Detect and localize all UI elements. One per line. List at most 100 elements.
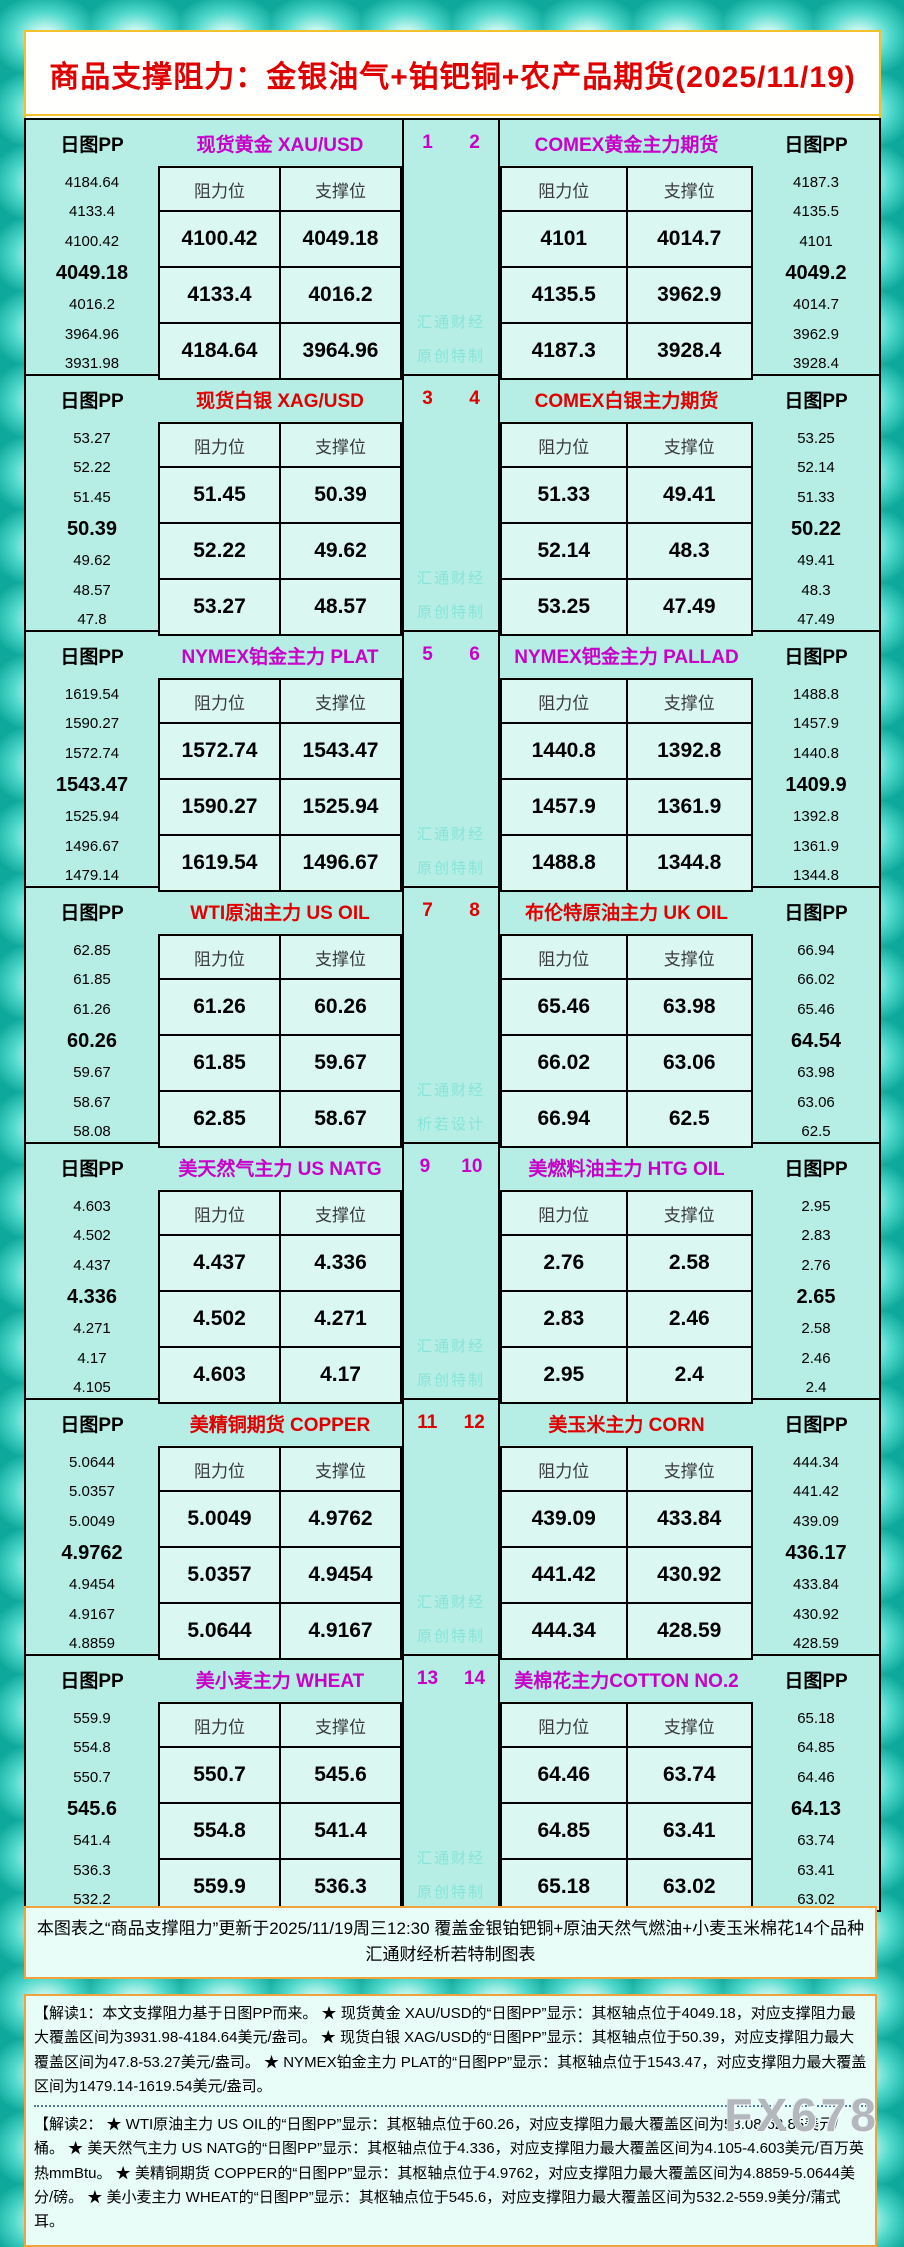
left-levels-table: 阻力位 支撑位 550.7 545.6 554.8 541.4 559.9 53… [158,1702,402,1916]
resistance-header: 阻力位 [158,1190,281,1236]
table-row: 4.437 4.336 [158,1234,402,1292]
pp-value: 58.08 [73,1122,111,1140]
resistance-header: 阻力位 [158,1702,281,1748]
right-levels-table-wrap: 阻力位 支撑位 2.76 2.58 2.83 2.46 2.95 2.4 [500,1190,753,1404]
pp-value: 4.8859 [69,1634,115,1652]
pp-value: 439.09 [793,1512,839,1530]
pp-value: 47.8 [77,610,107,628]
center-watermark-cell: 汇通财经 原创特制 [402,166,500,380]
resistance-value: 1457.9 [500,778,628,836]
pp-pivot-value: 4049.18 [55,261,129,284]
section-number: 9 [419,1156,431,1177]
pp-value: 428.59 [793,1634,839,1652]
table-row: 554.8 541.4 [158,1802,402,1860]
pp-pivot-value: 436.17 [785,1541,847,1564]
support-header: 支撑位 [279,1190,402,1236]
pp-value: 62.85 [73,942,111,960]
pp-value: 5.0357 [69,1483,115,1501]
right-instrument-name: NYMEX钯金主力 PALLAD [514,646,739,668]
table-row: 439.09 433.84 [500,1490,753,1548]
table-row: 64.46 63.74 [500,1746,753,1804]
resistance-value: 66.94 [500,1090,628,1148]
center-watermark-cell: 汇通财经 析若设计 [402,934,500,1148]
center-watermark-cell: 汇通财经 原创特制 [402,1190,500,1404]
resistance-value: 1619.54 [158,834,281,892]
pp-value: 63.74 [797,1832,835,1850]
pp-value: 63.41 [797,1861,835,1879]
support-value: 60.26 [279,978,402,1036]
commodity-section: 日图PP 美小麦主力 WHEAT 13 14 美棉花主力COTTON NO.2 … [26,1654,879,1916]
left-pp-ladder: 4.603 4.502 4.437 4.336 4.271 4.17 4.105 [26,1190,158,1404]
table-row: 1488.8 1344.8 [500,834,753,892]
pp-value: 66.02 [797,971,835,989]
left-levels-table-wrap: 阻力位 支撑位 51.45 50.39 52.22 49.62 53.27 48… [158,422,402,636]
resistance-value: 4.603 [158,1346,281,1404]
watermark-text: 汇通财经 [416,1850,485,1867]
commodity-section: 日图PP 美天然气主力 US NATG 9 10 美燃料油主力 HTG OIL … [26,1142,879,1404]
pp-value: 4.17 [77,1349,107,1367]
table-row: 61.85 59.67 [158,1034,402,1092]
footer-summary: 本图表之“商品支撑阻力”更新于2025/11/19周三12:30 覆盖金银铂钯铜… [24,1906,877,1979]
left-levels-table-wrap: 阻力位 支撑位 61.26 60.26 61.85 59.67 62.85 58… [158,934,402,1148]
resistance-header: 阻力位 [500,1190,628,1236]
support-value: 4049.18 [279,210,402,268]
resistance-header: 阻力位 [500,678,628,724]
support-value: 4.9454 [279,1546,402,1604]
left-levels-table-wrap: 阻力位 支撑位 1572.74 1543.47 1590.27 1525.94 … [158,678,402,892]
section-body: 53.27 52.22 51.45 50.39 49.62 48.57 47.8… [26,422,879,636]
pp-pivot-value: 50.22 [790,517,842,540]
pp-value: 53.27 [73,430,111,448]
section-number: 3 [422,388,433,409]
right-levels-table-wrap: 阻力位 支撑位 4101 4014.7 4135.5 3962.9 4187.3… [500,166,753,380]
daily-pp-label-right: 日图PP [784,1670,848,1692]
left-levels-table: 阻力位 支撑位 51.45 50.39 52.22 49.62 53.27 48… [158,422,402,636]
pp-value: 63.06 [797,1093,835,1111]
left-instrument-name: 现货白银 XAG/USD [196,390,364,412]
pp-value: 559.9 [73,1710,111,1728]
support-header: 支撑位 [279,678,402,724]
left-instrument-name: WTI原油主力 US OIL [190,902,370,924]
section-header: 日图PP 美小麦主力 WHEAT 13 14 美棉花主力COTTON NO.2 … [26,1656,879,1702]
support-value: 2.4 [625,1346,753,1404]
resistance-value: 2.76 [500,1234,628,1292]
watermark-text: 汇通财经 [416,570,485,587]
pp-value: 51.33 [797,488,835,506]
support-value: 428.59 [625,1602,753,1660]
left-levels-table: 阻力位 支撑位 61.26 60.26 61.85 59.67 62.85 58… [158,934,402,1148]
support-value: 4.17 [279,1346,402,1404]
support-value: 63.74 [625,1746,753,1804]
right-instrument-name: 美燃料油主力 HTG OIL [528,1158,725,1180]
resistance-value: 4135.5 [500,266,628,324]
resistance-value: 1488.8 [500,834,628,892]
table-row: 61.26 60.26 [158,978,402,1036]
section-number: 14 [463,1668,486,1689]
pp-value: 4187.3 [793,174,839,192]
left-levels-table: 阻力位 支撑位 4.437 4.336 4.502 4.271 4.603 4.… [158,1190,402,1404]
pp-value: 1361.9 [793,837,839,855]
resistance-value: 550.7 [158,1746,281,1804]
pp-pivot-value: 4049.2 [785,261,847,284]
right-levels-table: 阻力位 支撑位 65.46 63.98 66.02 63.06 66.94 62… [500,934,753,1148]
right-pp-ladder: 2.95 2.83 2.76 2.65 2.58 2.46 2.4 [753,1190,879,1404]
pp-pivot-value: 1543.47 [55,773,129,796]
support-value: 4.9167 [279,1602,402,1660]
pp-pivot-value: 2.65 [796,1285,836,1308]
pp-value: 550.7 [73,1768,111,1786]
support-header: 支撑位 [625,934,753,980]
support-value: 3962.9 [625,266,753,324]
resistance-header: 阻力位 [158,1446,281,1492]
section-number: 11 [417,1412,438,1433]
resistance-value: 4187.3 [500,322,628,380]
pp-value: 64.46 [797,1768,835,1786]
resistance-value: 66.02 [500,1034,628,1092]
table-row: 64.85 63.41 [500,1802,753,1860]
pp-value: 4.105 [73,1378,111,1396]
resistance-value: 2.83 [500,1290,628,1348]
pp-value: 433.84 [793,1576,839,1594]
right-pp-ladder: 66.94 66.02 65.46 64.54 63.98 63.06 62.5 [753,934,879,1148]
right-pp-ladder: 4187.3 4135.5 4101 4049.2 4014.7 3962.9 … [753,166,879,380]
watermark-text: 汇通财经 [416,1082,485,1099]
right-levels-table: 阻力位 支撑位 4101 4014.7 4135.5 3962.9 4187.3… [500,166,753,380]
commodity-section: 日图PP 美精铜期货 COPPER 11 12 美玉米主力 CORN 日图PP … [26,1398,879,1660]
resistance-value: 1572.74 [158,722,281,780]
